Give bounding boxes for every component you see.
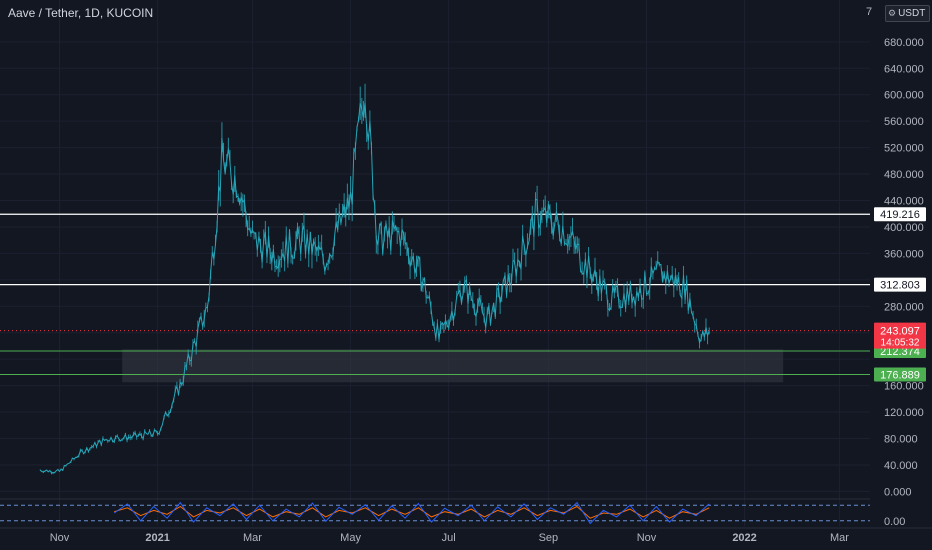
currency-button[interactable]: ⚙ USDT [885, 5, 931, 22]
price-labels: 419.216 312.803 212.374 176.889 243.09714:05… [874, 207, 926, 382]
support-zone [122, 349, 784, 383]
x-tick-label: Mar [830, 532, 849, 544]
price-line [39, 102, 710, 474]
last-price-tag-box [874, 322, 926, 349]
horizontal-lines[interactable] [0, 213, 870, 375]
support-price-tag: 176.889 [880, 369, 920, 381]
resistance-price-tag-box [874, 277, 926, 292]
y-tick-label: 680.000 [884, 37, 924, 49]
y-tick-label: 40.000 [884, 460, 918, 472]
resistance-price-tag: 312.803 [880, 280, 920, 292]
price-axis[interactable]: 0.000 40.000 80.000 120.000 160.000 280.000 36… [884, 37, 924, 528]
grid [0, 0, 870, 526]
resistance-price-tag: 419.216 [880, 209, 920, 221]
y-tick-label: 520.000 [884, 143, 924, 155]
stoch-k-line [113, 501, 710, 525]
y-tick-label: 120.000 [884, 407, 924, 419]
y-tick-label: 0.000 [884, 486, 912, 498]
y-tick-label: 160.000 [884, 381, 924, 393]
x-tick-label: 2022 [732, 532, 756, 544]
osc-tick-label: 0.00 [884, 516, 905, 528]
support-price-tag-box [874, 367, 926, 382]
resistance-price-tag-box [874, 207, 926, 222]
support-price-tag: 212.374 [880, 346, 920, 358]
x-tick-label: Mar [243, 532, 262, 544]
stochastic-oscillator [0, 498, 870, 525]
x-tick-label: Nov [637, 532, 657, 544]
y-tick-label: 640.000 [884, 63, 924, 75]
price-series [39, 83, 710, 475]
y-tick-label: 80.000 [884, 434, 918, 446]
last-price-tag: 243.097 [880, 326, 920, 338]
currency-label: USDT [898, 8, 926, 19]
x-tick-label: Sep [539, 532, 559, 544]
x-tick-label: Nov [50, 532, 70, 544]
chart-title: Aave / Tether, 1D, KUCOIN [8, 6, 154, 20]
y-tick-label: 280.000 [884, 301, 924, 313]
support-zone-rect [122, 349, 784, 383]
y-tick-label: 360.000 [884, 248, 924, 260]
x-tick-label: May [340, 532, 361, 544]
y-tick-label: 560.000 [884, 116, 924, 128]
y-tick-label: 480.000 [884, 169, 924, 181]
y-tick-label: 600.000 [884, 90, 924, 102]
scale-mark: 7 [866, 6, 873, 18]
y-tick-label: 400.000 [884, 222, 924, 234]
time-axis[interactable]: Nov 2021 Mar May Jul Sep Nov 2022 Mar [0, 527, 932, 544]
x-tick-label: Jul [442, 532, 456, 544]
countdown-tag: 14:05:32 [881, 338, 920, 349]
x-tick-label: 2021 [145, 532, 169, 544]
settings-icon: ⚙ [888, 8, 897, 18]
y-tick-label: 440.000 [884, 196, 924, 208]
